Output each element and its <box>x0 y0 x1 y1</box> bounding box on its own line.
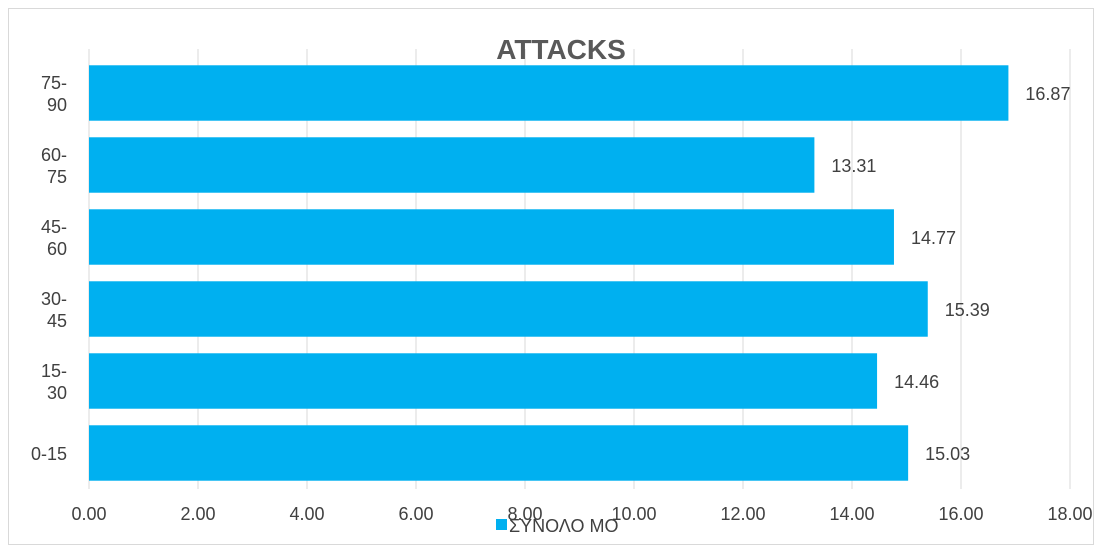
x-tick-label-0: 0.00 <box>71 504 106 524</box>
data-label-75-90: 16.87 <box>1025 84 1070 104</box>
value-axis: 0.00 2.00 4.00 6.00 8.00 10.00 12.00 14.00 16.00… <box>71 504 1092 524</box>
category-label-75-90: 75-90 <box>41 73 67 115</box>
category-axis: 0-15 15-30 30-45 45-60 60-75 75-90 <box>31 73 67 464</box>
bars <box>89 65 1009 481</box>
x-tick-label-5: 10.00 <box>611 504 656 524</box>
bar-75-90 <box>89 65 1009 121</box>
data-labels: 15.03 14.46 15.39 14.77 13.31 16.87 <box>831 84 1070 464</box>
data-label-15-30: 14.46 <box>894 372 939 392</box>
x-tick-label-9: 18.00 <box>1047 504 1092 524</box>
legend: ΣΥΝΟΛΟ ΜΟ <box>496 516 618 536</box>
category-label-15-30: 15-30 <box>41 361 67 403</box>
category-label-30-45: 30-45 <box>41 289 67 331</box>
x-tick-label-7: 14.00 <box>829 504 874 524</box>
x-tick-label-6: 12.00 <box>720 504 765 524</box>
data-label-60-75: 13.31 <box>831 156 876 176</box>
bar-chart: 15.03 14.46 15.39 14.77 13.31 16.87 0-15 15-30… <box>31 34 1093 536</box>
chart-frame: 15.03 14.46 15.39 14.77 13.31 16.87 0-15 15-30… <box>8 8 1094 545</box>
data-label-45-60: 14.77 <box>911 228 956 248</box>
bar-45-60 <box>89 209 894 265</box>
category-label-0-15: 0-15 <box>31 444 67 464</box>
bar-15-30 <box>89 353 878 409</box>
x-tick-label-4: 8.00 <box>507 504 542 524</box>
category-label-45-60: 45-60 <box>41 217 67 259</box>
bar-60-75 <box>89 137 815 193</box>
chart-title: ATTACKS <box>496 34 626 65</box>
x-tick-label-3: 6.00 <box>398 504 433 524</box>
x-tick-label-2: 4.00 <box>289 504 324 524</box>
bar-30-45 <box>89 281 928 337</box>
category-label-60-75: 60-75 <box>41 145 67 187</box>
legend-label: ΣΥΝΟΛΟ ΜΟ <box>509 516 618 536</box>
bar-0-15 <box>89 425 909 481</box>
x-tick-label-8: 16.00 <box>938 504 983 524</box>
legend-swatch <box>496 519 507 530</box>
data-label-0-15: 15.03 <box>925 444 970 464</box>
grid-lines <box>88 49 1071 489</box>
data-label-30-45: 15.39 <box>945 300 990 320</box>
x-tick-label-1: 2.00 <box>180 504 215 524</box>
